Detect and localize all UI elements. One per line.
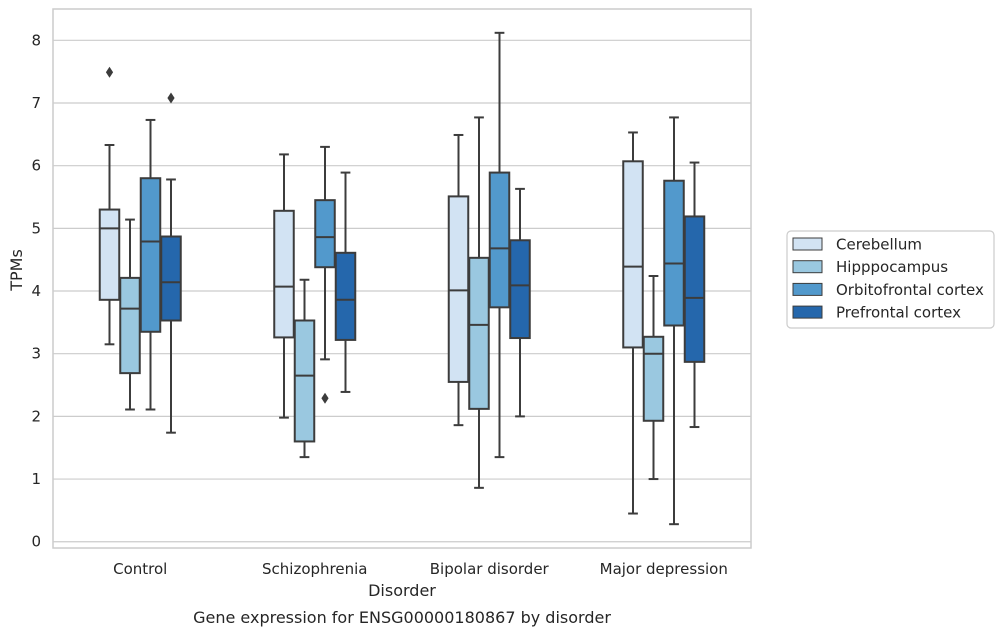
legend-label: Orbitofrontal cortex	[836, 281, 984, 299]
box-body	[98, 208, 121, 301]
legend-swatch	[792, 237, 823, 251]
box-body	[293, 319, 316, 443]
box	[293, 278, 316, 459]
box-body	[683, 215, 706, 363]
box	[509, 187, 531, 418]
box-body	[160, 235, 182, 322]
legend-swatch	[792, 305, 823, 319]
box-body	[642, 335, 665, 422]
y-tick-label: 5	[31, 219, 41, 237]
y-tick-label: 6	[31, 157, 41, 175]
x-tick-label: Bipolar disorder	[430, 560, 550, 578]
y-tick-label: 7	[31, 94, 41, 112]
box	[334, 171, 357, 393]
x-axis-ticks: Control Schizophrenia Bipolar disorder Majo…	[113, 560, 728, 578]
y-tick-label: 3	[31, 345, 41, 363]
box	[683, 161, 706, 429]
box	[314, 145, 336, 404]
legend-label: Hipppocampus	[836, 258, 948, 276]
legend-label: Cerebellum	[836, 236, 922, 254]
y-axis-title: TPMs	[7, 249, 26, 292]
box-body	[468, 256, 490, 410]
box	[642, 274, 665, 481]
y-tick-label: 2	[31, 407, 41, 425]
box-body	[447, 195, 470, 383]
box	[98, 66, 121, 346]
chart-caption: Gene expression for ENSG00000180867 by d…	[193, 608, 611, 627]
x-tick-label: Control	[113, 560, 167, 578]
outlier-point	[321, 392, 329, 404]
plot-area-frame	[52, 8, 752, 549]
y-tick-label: 4	[31, 282, 41, 300]
box	[622, 131, 644, 515]
y-axis-ticks: 0 1 2 3 4 5 6 7 8	[31, 31, 41, 550]
box	[447, 133, 470, 427]
x-tick-label: Major depression	[600, 560, 728, 578]
legend-swatch	[792, 260, 823, 274]
box-group	[98, 31, 706, 526]
box	[273, 153, 295, 419]
box	[139, 118, 162, 411]
box	[119, 218, 141, 411]
legend-label: Prefrontal cortex	[836, 304, 961, 322]
legend-swatch	[792, 282, 823, 296]
box-body	[119, 276, 141, 375]
box	[663, 116, 685, 526]
outlier-point	[167, 92, 175, 104]
legend-frame	[786, 230, 995, 329]
x-tick-label: Schizophrenia	[262, 560, 367, 578]
y-tick-label: 8	[31, 31, 41, 49]
legend: Cerebellum Hipppocampus Orbitofrontal cort…	[786, 230, 995, 329]
box	[160, 92, 182, 434]
box	[468, 116, 490, 489]
box-body	[273, 209, 295, 339]
box-body	[509, 239, 531, 340]
box-body	[314, 199, 336, 269]
x-axis-title: Disorder	[368, 581, 436, 600]
box-body	[622, 160, 644, 349]
y-tick-label: 1	[31, 470, 41, 488]
box-body	[663, 179, 685, 327]
box-body	[488, 171, 511, 309]
box-body	[334, 251, 357, 341]
box	[488, 31, 511, 459]
box-body	[139, 177, 162, 333]
y-tick-label: 0	[31, 533, 41, 551]
outlier-point	[105, 66, 114, 78]
